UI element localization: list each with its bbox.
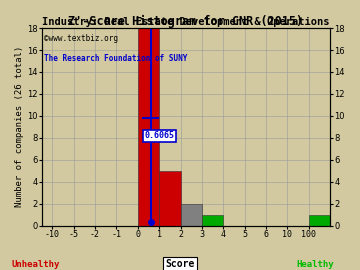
Bar	[202, 215, 223, 226]
Text: Score: Score	[165, 259, 195, 269]
Text: Unhealthy: Unhealthy	[12, 260, 60, 269]
Bar	[181, 204, 202, 226]
Bar	[159, 171, 181, 226]
Title: Z'-Score Histogram for CNR (2015): Z'-Score Histogram for CNR (2015)	[68, 15, 303, 28]
Y-axis label: Number of companies (26 total): Number of companies (26 total)	[15, 46, 24, 207]
Text: Healthy: Healthy	[296, 260, 334, 269]
Text: 0.6065: 0.6065	[144, 131, 174, 140]
Text: ©www.textbiz.org: ©www.textbiz.org	[44, 34, 118, 43]
Text: Industry: Real Estate Development & Operations: Industry: Real Estate Development & Oper…	[42, 17, 330, 27]
Text: The Research Foundation of SUNY: The Research Foundation of SUNY	[44, 54, 188, 63]
Bar	[309, 215, 330, 226]
Bar	[138, 28, 159, 226]
